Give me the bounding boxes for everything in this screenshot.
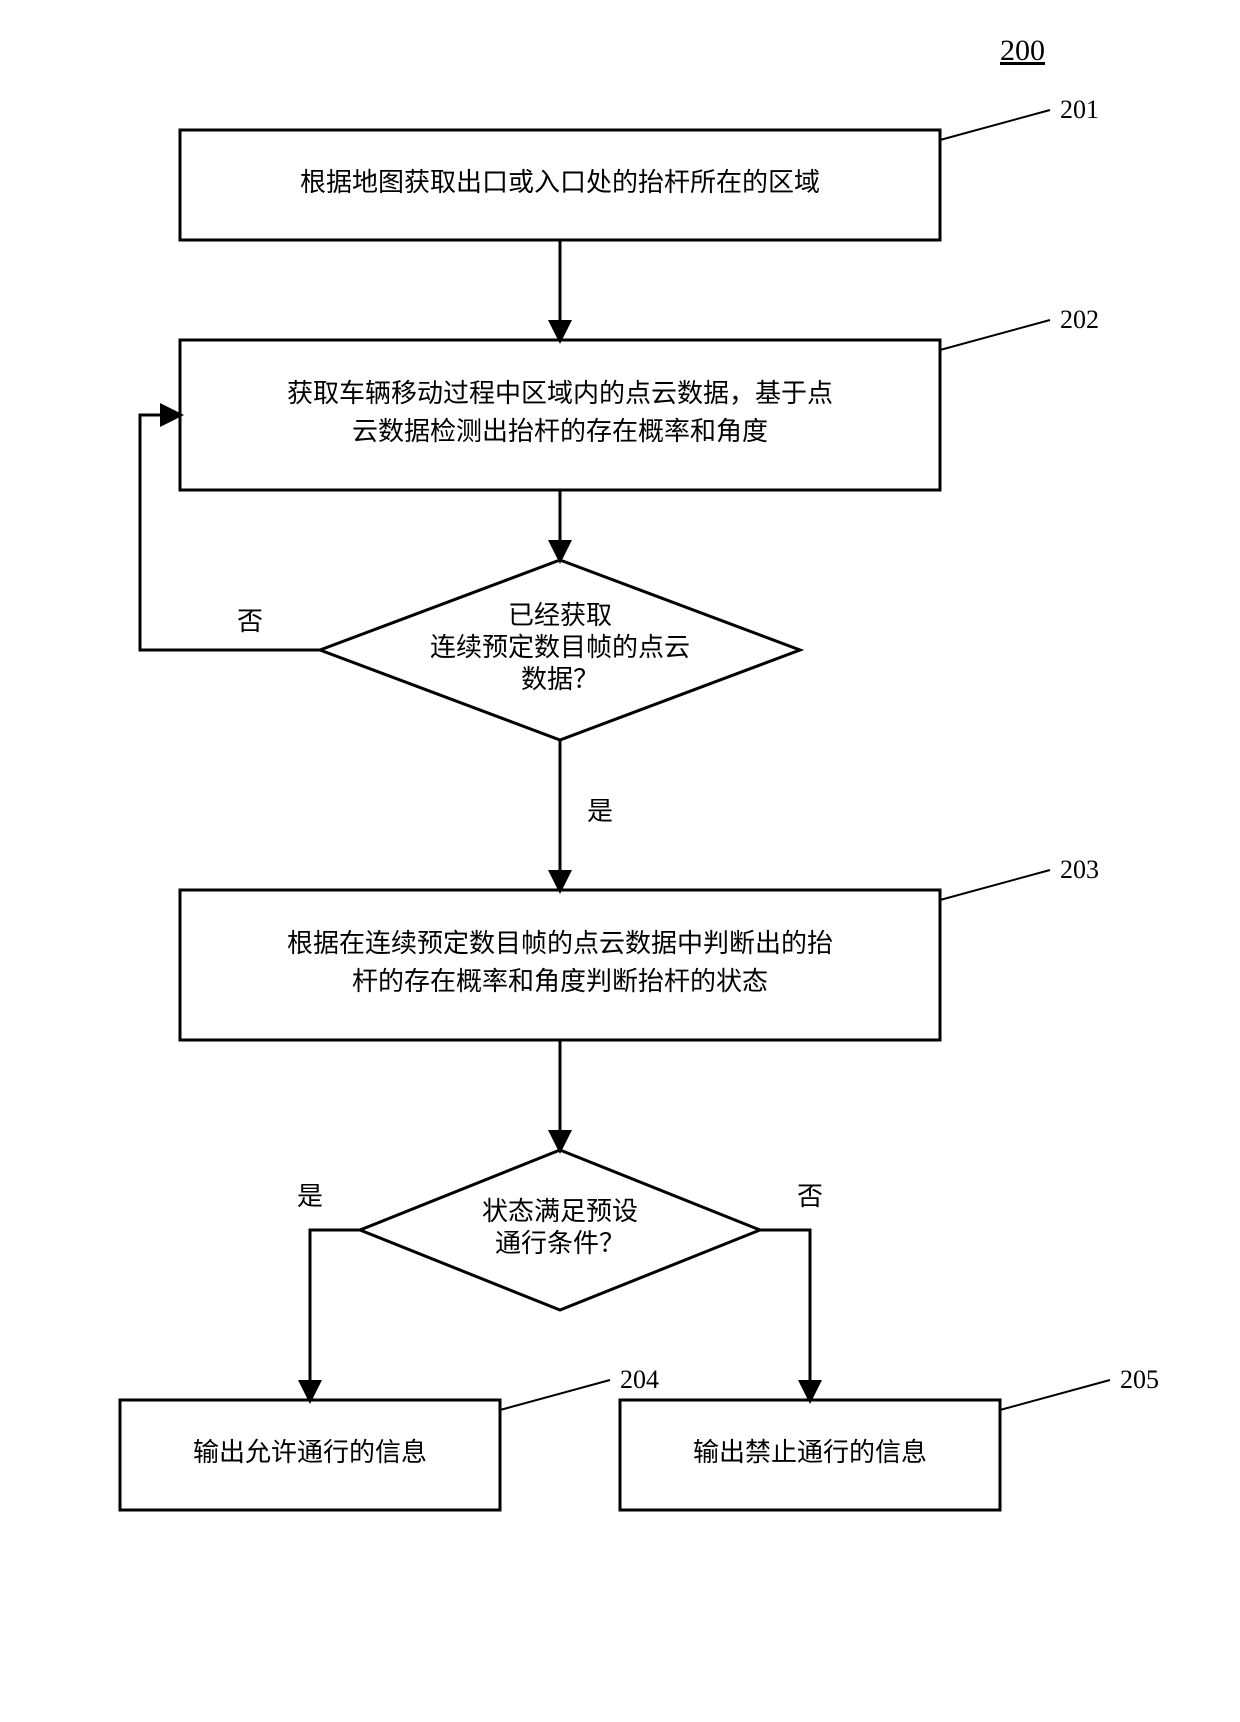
step-204-text: 输出允许通行的信息 [193, 1438, 427, 1467]
flow-arrow [760, 1230, 810, 1400]
decision-1-text: 已经获取 [508, 601, 612, 630]
step-204: 输出允许通行的信息 204 [120, 1365, 659, 1510]
step-202-text: 云数据检测出抬杆的存在概率和角度 [352, 417, 768, 446]
decision-1: 已经获取连续预定数目帧的点云数据？ [320, 560, 800, 740]
flow-arrow [140, 415, 320, 650]
step-202-label: 202 [1060, 305, 1099, 334]
step-203-text: 杆的存在概率和角度判断抬杆的状态 [352, 967, 768, 996]
step-204-label: 204 [620, 1365, 659, 1394]
edge-label-d1_no: 否 [237, 607, 263, 636]
step-201-text: 根据地图获取出口或入口处的抬杆所在的区域 [300, 168, 820, 197]
step-202: 获取车辆移动过程中区域内的点云数据，基于点云数据检测出抬杆的存在概率和角度 202 [180, 305, 1099, 490]
step-205-text: 输出禁止通行的信息 [693, 1438, 927, 1467]
figure-number: 200 [1000, 34, 1045, 67]
edge-label-d2_yes: 是 [297, 1182, 323, 1211]
decision-2: 状态满足预设通行条件？ [360, 1150, 760, 1310]
step-201: 根据地图获取出口或入口处的抬杆所在的区域 201 [180, 95, 1099, 240]
step-205-label: 205 [1120, 1365, 1159, 1394]
step-201-label: 201 [1060, 95, 1099, 124]
step-203-text: 根据在连续预定数目帧的点云数据中判断出的抬 [287, 929, 833, 958]
step-205: 输出禁止通行的信息 205 [620, 1365, 1159, 1510]
step-203-label: 203 [1060, 855, 1099, 884]
edge-label-d1_yes: 是 [587, 797, 613, 826]
flow-arrow [310, 1230, 360, 1400]
decision-1-text: 数据？ [521, 665, 599, 694]
decision-1-text: 连续预定数目帧的点云 [430, 633, 690, 662]
decision-2-text: 状态满足预设 [482, 1197, 638, 1226]
edge-label-d2_no: 否 [797, 1182, 823, 1211]
step-203: 根据在连续预定数目帧的点云数据中判断出的抬杆的存在概率和角度判断抬杆的状态 203 [180, 855, 1099, 1040]
step-202-text: 获取车辆移动过程中区域内的点云数据，基于点 [287, 379, 833, 408]
decision-2-text: 通行条件？ [495, 1229, 625, 1258]
